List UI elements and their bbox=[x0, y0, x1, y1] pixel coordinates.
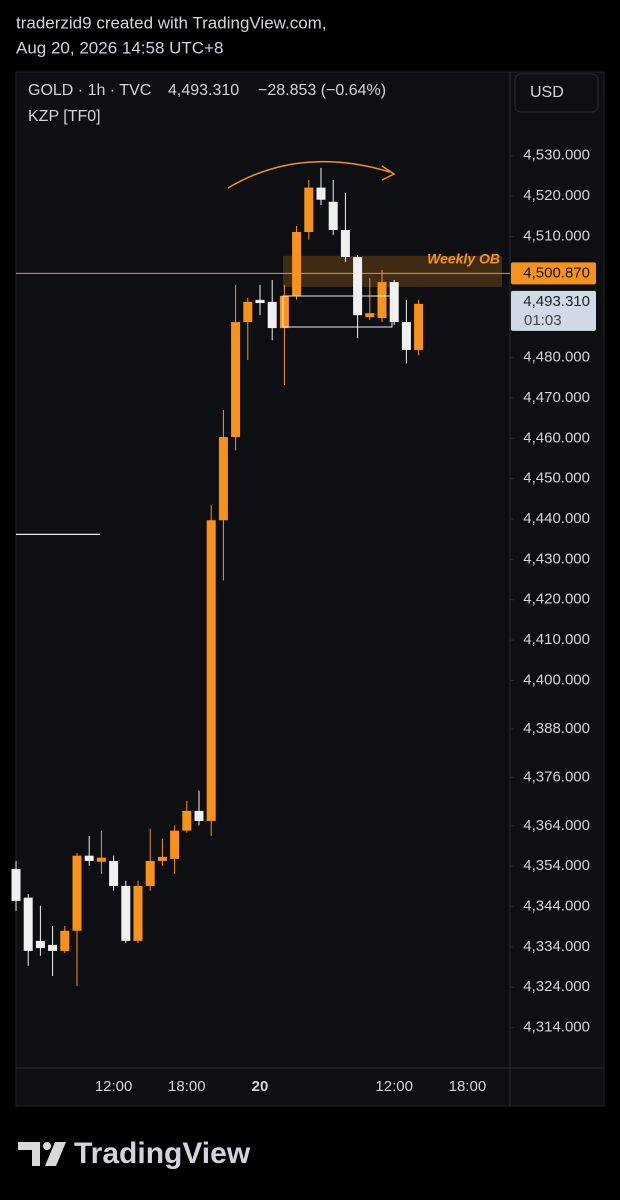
logo-mark bbox=[45, 1142, 66, 1166]
candle-body bbox=[279, 295, 289, 329]
candle-body bbox=[218, 437, 228, 521]
candle-body bbox=[60, 930, 70, 951]
candle-body bbox=[23, 897, 33, 951]
y-tick-label: 4,364.000 bbox=[523, 817, 590, 834]
candle-body bbox=[121, 885, 131, 941]
candle-body bbox=[267, 301, 277, 329]
arrow-head bbox=[381, 165, 396, 181]
chart-panel bbox=[15, 71, 605, 1107]
y-tick-label: 4,510.000 bbox=[523, 227, 590, 244]
candle-body bbox=[11, 868, 21, 901]
change: −28.853 (−0.64%) bbox=[258, 82, 386, 99]
candle-body bbox=[35, 940, 45, 949]
logo-text: TradingView bbox=[74, 1137, 251, 1170]
candle-body bbox=[377, 282, 387, 319]
candle-body bbox=[84, 855, 94, 861]
y-tick-label: 4,420.000 bbox=[523, 591, 590, 608]
countdown: 01:03 bbox=[524, 312, 562, 329]
currency: USD bbox=[530, 84, 564, 101]
y-tick-label: 4,344.000 bbox=[523, 898, 590, 915]
indicator: KZP [TF0] bbox=[28, 108, 101, 125]
currency-button[interactable] bbox=[514, 73, 599, 113]
x-tick-label: 18:00 bbox=[449, 1078, 487, 1095]
candle-body bbox=[170, 830, 180, 859]
candle-body bbox=[96, 857, 106, 862]
candle-body bbox=[340, 230, 350, 258]
x-tick-label: 18:00 bbox=[168, 1078, 206, 1095]
y-tick-label: 4,354.000 bbox=[523, 857, 590, 874]
y-tick-label: 4,480.000 bbox=[523, 349, 590, 366]
y-tick-label: 4,430.000 bbox=[523, 550, 590, 567]
candle-body bbox=[206, 520, 216, 821]
x-tick-label: 12:00 bbox=[95, 1078, 133, 1095]
candle-body bbox=[255, 299, 265, 304]
box-annotation bbox=[282, 295, 393, 328]
arc-annotation bbox=[227, 160, 391, 189]
y-tick-label: 4,530.000 bbox=[523, 147, 590, 164]
y-tick-label: 4,324.000 bbox=[523, 978, 590, 995]
candle-body bbox=[133, 885, 143, 941]
candle-body bbox=[401, 322, 411, 350]
candle-body bbox=[109, 860, 119, 886]
candle-body bbox=[157, 856, 167, 861]
logo-dot bbox=[43, 1142, 51, 1150]
candle-body bbox=[145, 860, 155, 886]
last-price-label: 4,493.310 bbox=[523, 293, 590, 310]
y-tick-label: 4,470.000 bbox=[523, 389, 590, 406]
candle-body bbox=[194, 810, 204, 821]
y-tick-label: 4,520.000 bbox=[523, 187, 590, 204]
candle-body bbox=[328, 201, 338, 231]
last-price: 4,493.310 bbox=[168, 82, 239, 99]
plot: 4,530.000 4,520.000 4,510.000 4,480.000 4,47… bbox=[11, 147, 596, 1095]
candle-body bbox=[243, 301, 253, 323]
candle-body bbox=[316, 187, 326, 200]
x-tick-label: 12:00 bbox=[375, 1078, 413, 1095]
candle-body bbox=[389, 282, 399, 323]
candle-body bbox=[48, 944, 58, 951]
price-line-tag bbox=[511, 262, 596, 285]
y-tick-label: 4,410.000 bbox=[523, 631, 590, 648]
timestamp: Aug 20, 2026 14:58 UTC+8 bbox=[16, 38, 223, 57]
y-tick-label: 4,388.000 bbox=[523, 720, 590, 737]
attribution: traderzid9 created with TradingView.com, bbox=[16, 13, 327, 32]
candle-body bbox=[414, 303, 424, 350]
y-tick-label: 4,376.000 bbox=[523, 768, 590, 785]
zone bbox=[283, 255, 502, 287]
x-tick-label: 20 bbox=[252, 1078, 269, 1095]
price-line-label: 4,500.870 bbox=[523, 264, 590, 281]
zone-label: Weekly OB bbox=[427, 251, 500, 267]
symbol: GOLD · 1h · TVC bbox=[28, 82, 151, 99]
y-tick-label: 4,334.000 bbox=[523, 938, 590, 955]
candle-body bbox=[231, 322, 241, 438]
logo-mark bbox=[18, 1142, 40, 1166]
y-tick-label: 4,460.000 bbox=[523, 429, 590, 446]
last-price-tag bbox=[511, 290, 596, 331]
y-tick-label: 4,314.000 bbox=[523, 1019, 590, 1036]
candle-body bbox=[72, 855, 82, 931]
candle-body bbox=[292, 232, 302, 296]
candle-body bbox=[182, 810, 192, 831]
candle-body bbox=[304, 187, 314, 233]
y-tick-label: 4,400.000 bbox=[523, 671, 590, 688]
y-tick-label: 4,450.000 bbox=[523, 470, 590, 487]
candle-body bbox=[353, 257, 363, 316]
candle-body bbox=[365, 313, 375, 318]
logo bbox=[18, 1142, 66, 1166]
y-tick-label: 4,440.000 bbox=[523, 510, 590, 527]
